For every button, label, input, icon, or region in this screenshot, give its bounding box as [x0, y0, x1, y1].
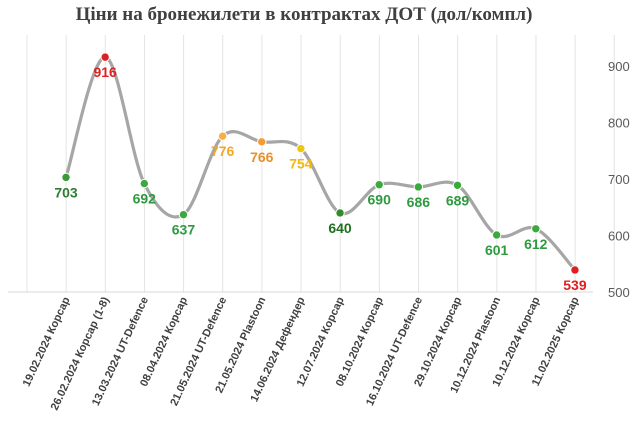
data-label: 612: [524, 236, 548, 252]
data-points: [61, 52, 580, 275]
data-point: [257, 137, 267, 147]
data-label: 539: [563, 277, 587, 293]
data-point: [139, 178, 150, 189]
data-label: 776: [211, 143, 235, 159]
y-tick-label: 600: [608, 229, 630, 244]
data-point: [217, 131, 228, 141]
data-point: [296, 143, 306, 154]
data-label: 637: [172, 222, 196, 238]
data-point: [61, 172, 71, 183]
data-label: 601: [485, 242, 509, 258]
data-point: [413, 182, 424, 192]
data-point: [491, 230, 502, 240]
data-point: [100, 52, 110, 62]
data-label: 703: [54, 184, 78, 200]
y-tick-label: 700: [608, 172, 630, 187]
data-label: 689: [446, 192, 470, 208]
data-label: 766: [250, 149, 274, 165]
data-point: [178, 209, 189, 220]
data-label: 690: [368, 192, 392, 208]
data-label: 692: [133, 191, 157, 207]
y-tick-label: 500: [608, 285, 630, 300]
data-point: [335, 208, 345, 218]
gridlines: [8, 35, 615, 293]
data-point: [374, 180, 384, 190]
data-point: [452, 180, 463, 190]
y-tick-label: 800: [608, 116, 630, 131]
data-labels: 703 916 692 637 776 766 754 640 690 686 689 601 612 5…: [54, 64, 587, 293]
data-label: 754: [289, 156, 313, 172]
y-tick-label: 900: [608, 59, 630, 74]
data-label: 686: [407, 194, 431, 210]
data-label: 640: [328, 220, 352, 236]
data-point: [531, 224, 541, 234]
y-axis: 500 600 700 800 900: [608, 59, 630, 300]
data-label: 916: [93, 64, 117, 80]
data-point: [570, 265, 580, 275]
chart-title: Ціни на бронежилети в контрактах ДОТ (до…: [75, 4, 533, 25]
